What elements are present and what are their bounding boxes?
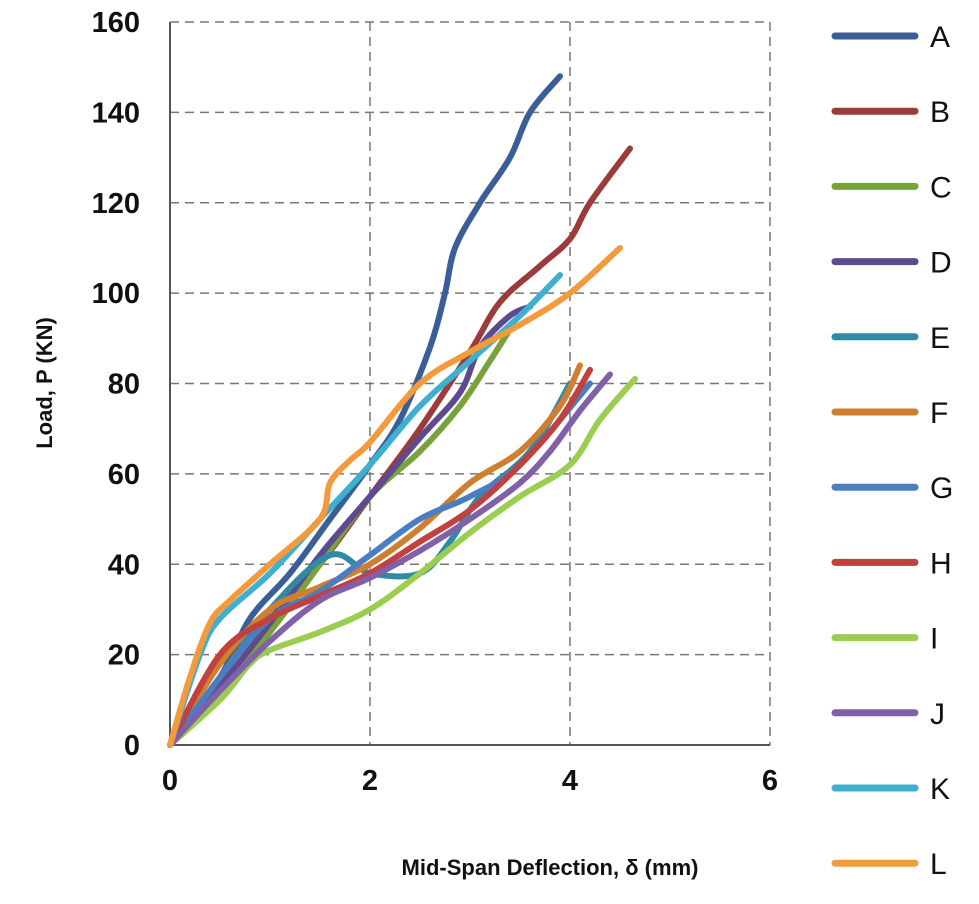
x-tick-label: 4: [562, 765, 578, 797]
y-tick-label: 120: [92, 188, 140, 220]
x-tick-label: 0: [162, 765, 178, 797]
legend-label-g: G: [930, 472, 953, 505]
legend-label-d: D: [930, 247, 952, 280]
legend-label-e: E: [930, 322, 950, 355]
y-tick-label: 160: [92, 7, 140, 39]
series-lines: [167, 73, 638, 748]
y-tick-label: 80: [108, 369, 140, 401]
legend-label-k: K: [930, 773, 950, 806]
series-line-f: [167, 362, 583, 748]
legend-label-c: C: [930, 171, 952, 204]
legend-label-f: F: [930, 397, 948, 430]
y-axis-label: Load, P (KN): [32, 317, 57, 449]
x-tick-label: 6: [762, 765, 778, 797]
y-tick-label: 100: [92, 278, 140, 310]
y-tick-labels: 0 20 40 60 80 100 120 140 160: [92, 7, 140, 762]
legend-label-i: I: [930, 623, 938, 656]
series-line-d: [167, 303, 533, 748]
series-line-a: [167, 73, 563, 748]
y-tick-label: 20: [108, 640, 140, 672]
series-line-l: [167, 244, 623, 748]
x-tick-labels: 0 2 4 6: [162, 765, 778, 797]
y-tick-label: 40: [108, 549, 140, 581]
grid-lines: [170, 21, 771, 745]
x-tick-label: 2: [362, 765, 378, 797]
legend: A B C D E F G H I J K L: [831, 21, 953, 881]
legend-label-h: H: [930, 547, 952, 580]
legend-label-a: A: [930, 21, 950, 54]
y-tick-label: 0: [124, 730, 140, 762]
axes: [169, 22, 770, 746]
x-axis-label: Mid-Span Deflection, δ (mm): [402, 855, 699, 880]
legend-label-l: L: [930, 848, 947, 881]
series-line-h: [167, 366, 593, 748]
legend-label-j: J: [930, 698, 945, 731]
y-tick-label: 140: [92, 97, 140, 129]
legend-label-b: B: [930, 96, 950, 129]
series-line-j: [167, 371, 613, 748]
y-tick-label: 60: [108, 459, 140, 491]
